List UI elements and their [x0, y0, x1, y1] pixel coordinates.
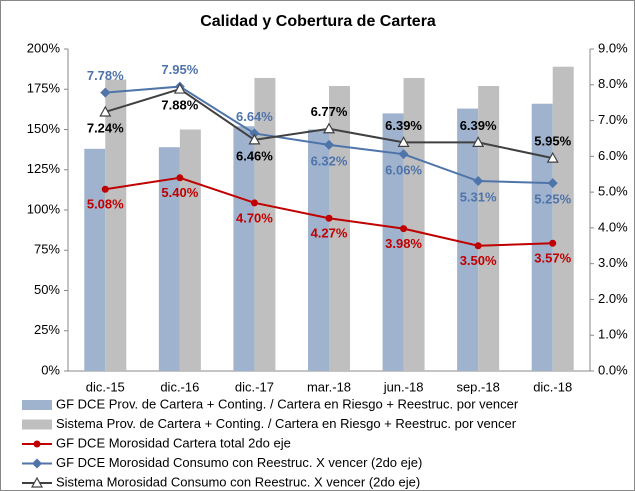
data-label: 7.78%: [87, 68, 124, 83]
y-tick-label: 175%: [27, 81, 61, 96]
y2-tick-label: 5.0%: [598, 184, 628, 199]
x-tick-label: jun.-18: [383, 379, 424, 394]
line-point: [173, 82, 186, 94]
y2-tick-label: 7.0%: [598, 112, 628, 127]
y2-tick-label: 8.0%: [598, 76, 628, 91]
bar: [233, 126, 255, 371]
y-tick-label: 25%: [34, 322, 60, 337]
legend-marker: [30, 476, 44, 488]
line-point: [325, 214, 333, 222]
bar: [403, 77, 425, 371]
y2-tick-label: 3.0%: [598, 255, 628, 270]
legend-marker: [33, 440, 41, 448]
x-tick-label: sep.-18: [456, 379, 499, 394]
data-label: 3.98%: [385, 236, 422, 251]
legend-swatch: [22, 419, 52, 430]
line-point: [472, 136, 485, 147]
data-label: 3.57%: [534, 251, 571, 266]
y-tick-label: 0%: [41, 362, 60, 377]
y-tick-label: 50%: [34, 282, 60, 297]
bar: [308, 129, 329, 371]
line-point: [322, 122, 336, 134]
bar: [329, 86, 350, 371]
bar: [179, 129, 201, 371]
legend-label: GF DCE Morosidad Consumo con Reestruc. X…: [56, 455, 422, 470]
data-label: 6.06%: [385, 163, 422, 178]
x-tick-label: dic.-15: [86, 379, 125, 394]
data-label: 5.95%: [534, 134, 571, 149]
bar: [531, 103, 553, 372]
y-tick-label: 100%: [27, 201, 61, 216]
line-point: [400, 225, 408, 233]
y2-tick-label: 0.0%: [598, 362, 628, 377]
line-point: [398, 149, 409, 160]
line-point: [176, 174, 184, 182]
legend-swatch: [22, 400, 52, 410]
legend-marker: [32, 458, 42, 469]
bar: [457, 108, 479, 371]
data-label: 4.27%: [311, 226, 348, 241]
data-label: 6.77%: [311, 104, 348, 119]
data-label: 5.31%: [460, 189, 497, 204]
y-tick-label: 75%: [34, 242, 60, 257]
line-point: [473, 176, 484, 187]
x-tick-label: mar.-18: [307, 379, 351, 394]
line-point: [249, 128, 260, 139]
data-label: 3.50%: [460, 253, 497, 268]
y-tick-label: 200%: [27, 40, 61, 55]
data-label: 6.64%: [236, 109, 273, 124]
bar: [478, 86, 500, 371]
line-point: [474, 242, 482, 250]
bar: [158, 147, 180, 371]
line-point: [250, 199, 258, 207]
y-tick-label: 125%: [27, 161, 61, 176]
y2-tick-label: 2.0%: [598, 291, 628, 306]
x-tick-label: dic.-17: [235, 379, 274, 394]
line-point: [101, 185, 109, 193]
bar: [105, 79, 127, 371]
line-point: [397, 136, 410, 147]
bar: [552, 66, 574, 372]
line-point: [248, 133, 261, 145]
data-label: 5.25%: [534, 192, 571, 207]
bar: [382, 113, 404, 372]
legend-label: Sistema Prov. de Cartera + Conting. / Ca…: [56, 416, 517, 431]
y2-tick-label: 6.0%: [598, 148, 628, 163]
bar: [84, 148, 106, 371]
y-tick-label: 150%: [27, 121, 61, 136]
legend-label: GF DCE Morosidad Cartera total 2do eje: [56, 435, 291, 450]
y2-tick-label: 9.0%: [598, 40, 628, 55]
line-point: [546, 151, 559, 163]
data-label: 7.95%: [161, 62, 198, 77]
data-label: 5.08%: [87, 197, 124, 212]
x-tick-label: dic.-18: [533, 379, 572, 394]
legend-label: Sistema Morosidad Consumo con Reestruc. …: [56, 474, 420, 489]
data-label: 6.32%: [311, 153, 348, 168]
y2-tick-label: 4.0%: [598, 219, 628, 234]
line-point: [100, 87, 111, 98]
y2-tick-label: 1.0%: [598, 327, 628, 342]
data-label: 5.40%: [161, 185, 198, 200]
line-point: [547, 178, 558, 189]
line-point: [324, 139, 334, 150]
chart-title: Calidad y Cobertura de Cartera: [200, 13, 436, 30]
data-label: 6.39%: [385, 118, 422, 133]
legend-label: GF DCE Prov. de Cartera + Conting. / Car…: [56, 396, 519, 411]
line-point: [99, 105, 112, 117]
bar: [254, 77, 276, 371]
line-point: [549, 239, 557, 247]
data-label: 6.39%: [460, 118, 497, 133]
data-label: 4.70%: [236, 210, 273, 225]
data-label: 7.24%: [87, 120, 124, 135]
x-tick-label: dic.-16: [160, 379, 199, 394]
data-label: 6.46%: [236, 148, 273, 163]
data-label: 7.88%: [161, 98, 198, 113]
